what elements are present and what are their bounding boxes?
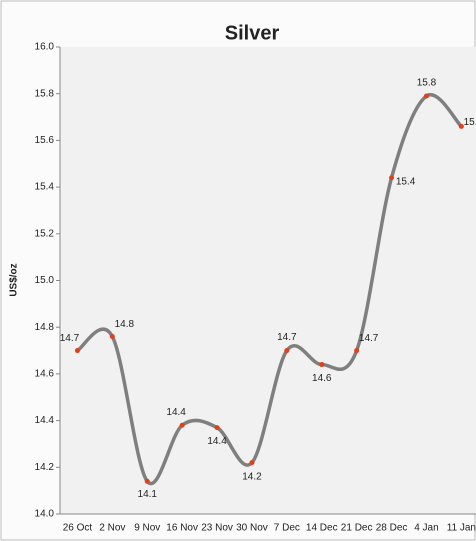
value-label: 15.8 [417,78,437,89]
value-label: 15.7 [464,117,476,128]
x-tick-label: 23 Nov [201,523,233,534]
point [109,334,115,340]
y-tick-label: 14.6 [35,369,55,380]
point [144,478,150,484]
x-tick-label: 21 Dec [341,523,373,534]
value-label: 14.7 [359,333,379,344]
value-label: 14.4 [166,407,186,418]
x-tick-label: 16 Nov [166,523,198,534]
x-tick-label: 2 Nov [99,523,125,534]
value-label: 14.6 [312,373,332,384]
point [214,425,220,431]
y-tick-label: 14.0 [35,509,55,520]
point [249,460,255,466]
point [354,348,360,354]
x-tick-label: 4 Jan [414,523,438,534]
value-label: 14.4 [207,436,227,447]
x-tick-label: 9 Nov [134,523,160,534]
plot-background [60,47,476,514]
point [319,362,325,368]
point [389,175,395,181]
x-tick-label: 11 Jan [447,523,476,534]
point [423,93,429,99]
x-tick-label: 14 Dec [306,523,338,534]
value-label: 14.7 [60,333,80,344]
y-tick-label: 14.2 [35,462,55,473]
value-label: 14.8 [115,319,135,330]
y-axis-label: US$/oz [9,263,20,296]
value-label: 14.1 [138,489,158,500]
point [284,348,290,354]
x-tick-label: 7 Dec [274,523,300,534]
x-tick-label: 28 Dec [376,523,408,534]
x-tick-label: 26 Oct [63,523,93,534]
value-label: 14.2 [242,471,262,482]
value-label: 15.4 [396,176,416,187]
y-tick-label: 15.2 [35,228,55,239]
chart-title: Silver [225,22,280,44]
y-tick-label: 14.8 [35,322,55,333]
x-tick-label: 30 Nov [236,523,268,534]
y-tick-label: 14.4 [35,415,55,426]
y-tick-label: 16.0 [35,42,55,53]
point [179,422,185,428]
y-tick-label: 15.8 [35,88,55,99]
y-tick-label: 15.4 [35,182,55,193]
value-label: 14.7 [277,332,297,343]
y-tick-label: 15.6 [35,135,55,146]
y-tick-label: 15.0 [35,275,55,286]
point [74,348,80,354]
point [458,123,464,129]
